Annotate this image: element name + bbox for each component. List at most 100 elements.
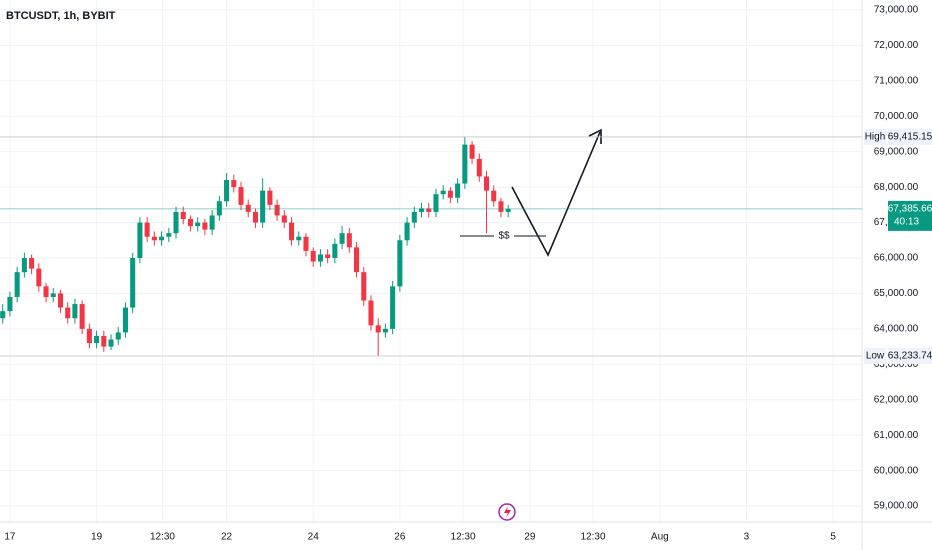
candles (0, 136, 511, 357)
candle-body (29, 257, 35, 269)
low_marker-label-bg (864, 348, 886, 365)
candle-body (267, 190, 273, 205)
candle-body (245, 204, 251, 212)
candle-body (224, 180, 230, 202)
candle-body (274, 204, 280, 216)
high_marker-value: 69,415.15 (888, 132, 932, 143)
low_marker-label: Low (866, 351, 885, 362)
candle-body (159, 236, 165, 241)
x-tick-label: 24 (308, 532, 320, 543)
candle-body (202, 222, 208, 230)
candle-body (317, 254, 323, 262)
candle-body (310, 250, 316, 262)
x-tick-label: 17 (4, 532, 16, 543)
candle-body (180, 211, 186, 220)
candle-body (14, 272, 20, 297)
candle-body (440, 190, 446, 195)
y-tick-label: 60,000.00 (874, 465, 919, 476)
candle-body (404, 222, 410, 241)
candle-body (325, 254, 331, 258)
candle-body (166, 233, 172, 237)
candle-body (303, 236, 309, 251)
y-tick-label: 61,000.00 (874, 430, 919, 441)
candle-body (281, 215, 287, 223)
candle-body (7, 296, 13, 312)
candle-body (94, 335, 100, 344)
candle-body (418, 208, 425, 212)
candle-body (354, 247, 360, 273)
candle-body (86, 328, 92, 344)
candle-body (231, 180, 237, 188)
x-tick-label: 22 (221, 532, 233, 543)
low_marker-value: 63,233.74 (888, 351, 932, 362)
y-tick-label: 68,000.00 (874, 182, 919, 193)
y-tick-label: 73,000.00 (874, 5, 919, 16)
candle-body (462, 144, 468, 184)
symbol-title: BTCUSDT, 1h, BYBIT (6, 10, 116, 22)
high_marker-value-bg (888, 128, 932, 145)
x-tick-label: Aug (651, 532, 669, 543)
x-tick-label: 26 (394, 532, 406, 543)
low_marker-value-bg (888, 348, 932, 365)
candle-body (433, 194, 439, 212)
annotation: $$ (498, 231, 510, 242)
candle-body (50, 293, 56, 297)
x-tick-label: 29 (524, 532, 536, 543)
candle-body (144, 222, 150, 237)
x-tick-label: 19 (91, 532, 103, 543)
candle-body (252, 211, 258, 223)
candle-body (21, 257, 27, 273)
candle-body (187, 219, 193, 227)
candle-body (216, 201, 222, 216)
candle-body (101, 335, 107, 347)
candle-body (238, 187, 244, 205)
candle-body (498, 201, 504, 212)
candle-body (115, 332, 121, 340)
candle-body (151, 236, 157, 241)
x-tick-label: 5 (830, 532, 836, 543)
grid (0, 0, 862, 522)
candle-body (173, 211, 179, 234)
candle-body (57, 293, 64, 308)
candle-body (36, 268, 42, 287)
projection-path (511, 131, 601, 257)
y-tick-label: 63,000.00 (874, 359, 919, 370)
candle-body (43, 286, 49, 297)
candle-body (368, 300, 374, 326)
candle-body (411, 211, 417, 223)
candle-body (137, 222, 143, 258)
candle-body (361, 272, 367, 301)
candle-body (491, 190, 497, 202)
event-icon-bolt (504, 506, 511, 518)
x-tick-label: 3 (744, 532, 750, 543)
candle-body (195, 222, 201, 227)
last-price-value: 67,385.66 (888, 204, 932, 215)
candle-body (483, 176, 490, 191)
candle-body (0, 311, 6, 319)
candle-body (339, 233, 345, 244)
candle-body (505, 208, 511, 212)
candle-body (397, 240, 403, 287)
candle-body (296, 236, 302, 241)
candle-body (469, 144, 475, 159)
y-tick-label: 71,000.00 (874, 75, 919, 86)
last-price-bg (888, 200, 932, 231)
candle-body (375, 325, 381, 333)
candle-body (72, 304, 78, 319)
candle-body (289, 222, 295, 241)
high_marker-label-bg (864, 128, 886, 145)
arrow-head (588, 128, 602, 144)
x-tick-label: 12:30 (150, 532, 175, 543)
y-tick-label: 69,000.00 (874, 146, 919, 157)
x-tick-label: 12:30 (451, 532, 476, 543)
candle-body (447, 190, 453, 198)
y-tick-label: 70,000.00 (874, 111, 919, 122)
candle-body (260, 190, 266, 223)
candle-body (476, 158, 482, 177)
candle-body (382, 328, 388, 333)
candle-body (122, 307, 128, 333)
y-tick-label: 62,000.00 (874, 394, 919, 405)
candle-body (390, 286, 396, 329)
candle-body (79, 304, 85, 329)
countdown: 40:13 (894, 217, 919, 228)
